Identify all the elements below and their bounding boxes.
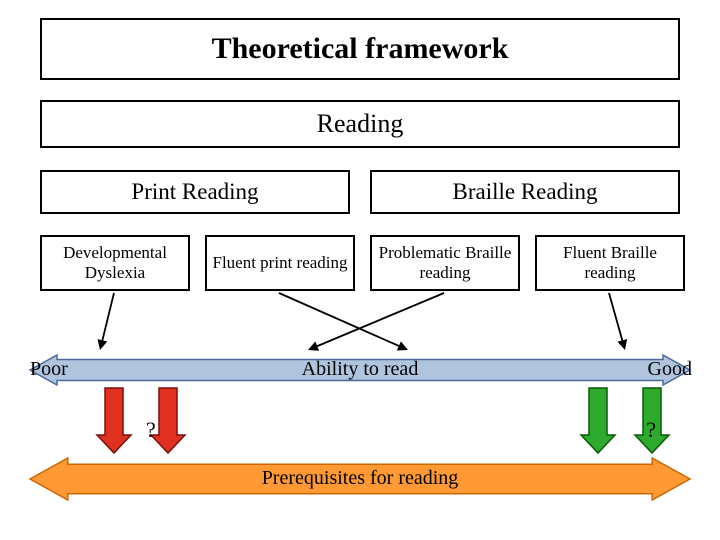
title-text: Theoretical framework	[212, 32, 509, 66]
leaf-dev-dyslexia: Developmental Dyslexia	[40, 235, 190, 291]
question-mark-left: ?	[146, 417, 156, 443]
braille-reading-box: Braille Reading	[370, 170, 680, 214]
good-label: Good	[648, 358, 692, 381]
print-reading-text: Print Reading	[131, 179, 258, 205]
braille-reading-text: Braille Reading	[453, 179, 598, 205]
reading-box: Reading	[40, 100, 680, 148]
question-mark-right: ?	[646, 417, 656, 443]
leaf-text-4: Fluent Braille reading	[541, 243, 679, 284]
leaf-text-2: Fluent print reading	[212, 253, 347, 273]
leaf-fluent-print: Fluent print reading	[205, 235, 355, 291]
leaf-text-1: Developmental Dyslexia	[46, 243, 184, 284]
leaf-fluent-braille: Fluent Braille reading	[535, 235, 685, 291]
reading-text: Reading	[317, 109, 404, 139]
print-reading-box: Print Reading	[40, 170, 350, 214]
title-box: Theoretical framework	[40, 18, 680, 80]
leaf-text-3: Problematic Braille reading	[376, 243, 514, 284]
prereq-label: Prerequisites for reading	[0, 467, 720, 490]
ability-label: Ability to read	[0, 358, 720, 381]
leaf-problematic-braille: Problematic Braille reading	[370, 235, 520, 291]
